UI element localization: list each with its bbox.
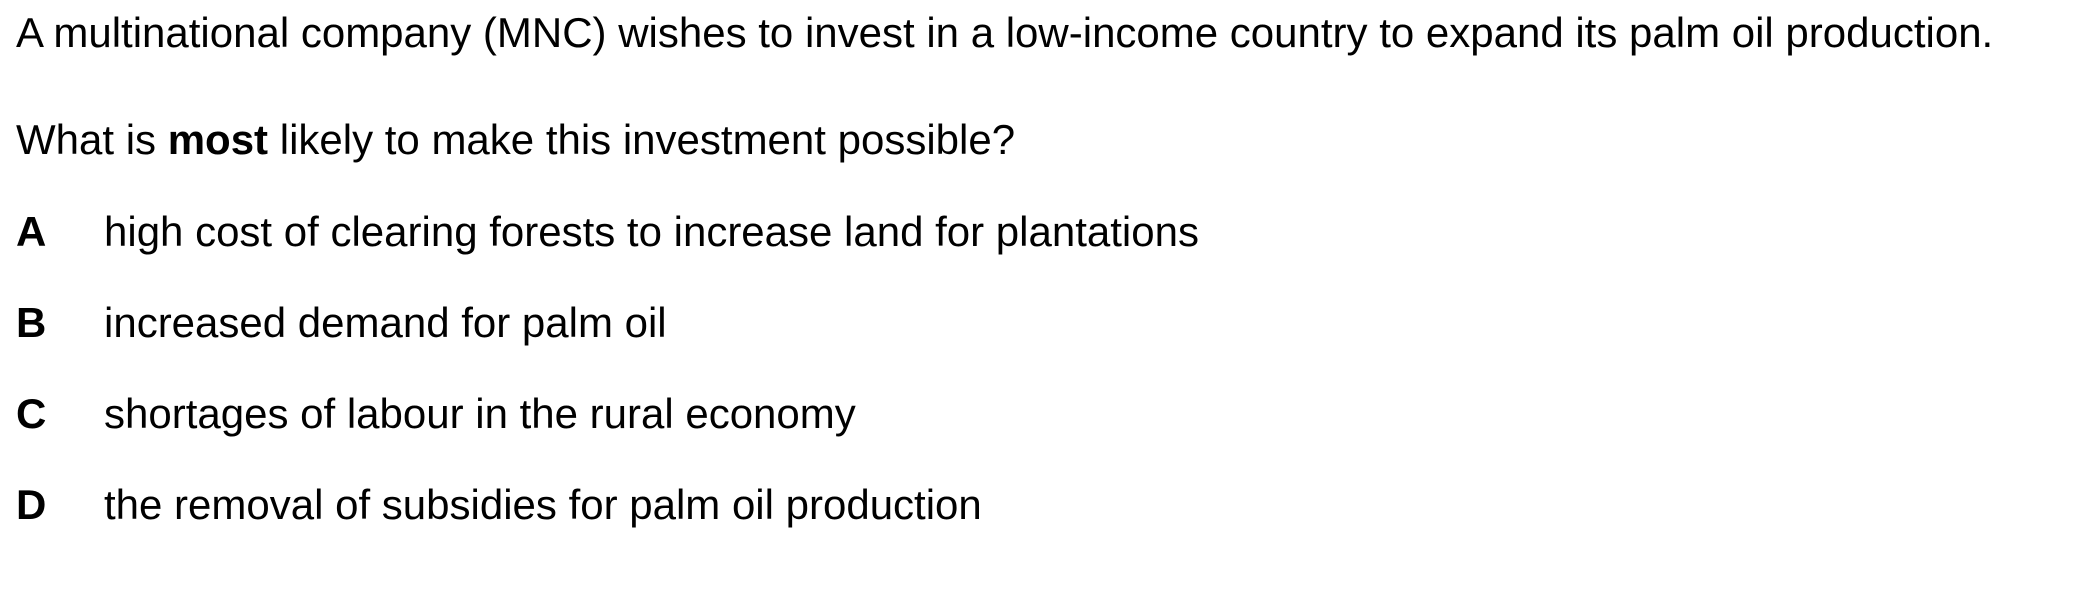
question-prompt: What is most likely to make this investm… <box>16 113 2076 167</box>
answer-options: A high cost of clearing forests to incre… <box>16 205 2076 532</box>
option-letter-c: C <box>16 390 47 437</box>
option-text-d: the removal of subsidies for palm oil pr… <box>104 481 982 528</box>
answer-option-d: D the removal of subsidies for palm oil … <box>16 478 2076 532</box>
question-stem: A multinational company (MNC) wishes to … <box>16 9 1994 56</box>
option-letter-d: D <box>16 481 47 528</box>
option-letter-a: A <box>16 208 47 255</box>
answer-option-c: C shortages of labour in the rural econo… <box>16 387 2076 441</box>
option-text-c: shortages of labour in the rural economy <box>104 390 856 437</box>
option-text-b: increased demand for palm oil <box>104 299 667 346</box>
answer-option-a: A high cost of clearing forests to incre… <box>16 205 2076 259</box>
question-prompt-after: likely to make this investment possible? <box>268 116 1016 163</box>
question-prompt-before: What is <box>16 116 168 163</box>
question-page: A multinational company (MNC) wishes to … <box>16 6 2076 532</box>
option-text-a: high cost of clearing forests to increas… <box>104 208 1199 255</box>
answer-option-b: B increased demand for palm oil <box>16 296 2076 350</box>
option-letter-b: B <box>16 299 47 346</box>
question-prompt-emphasis: most <box>167 116 269 163</box>
